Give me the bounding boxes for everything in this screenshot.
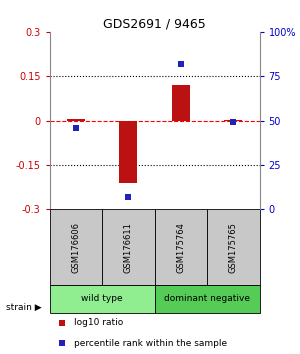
Title: GDS2691 / 9465: GDS2691 / 9465	[103, 18, 206, 31]
Point	[126, 194, 131, 200]
Point	[178, 61, 183, 67]
Bar	[50, 209, 102, 285]
Text: GSM176606: GSM176606	[71, 222, 80, 273]
Text: wild type: wild type	[81, 295, 123, 303]
Point	[231, 120, 236, 125]
Point	[60, 320, 64, 325]
Bar	[224, 120, 242, 121]
Text: GSM175764: GSM175764	[176, 222, 185, 273]
Point	[60, 340, 64, 346]
Bar	[154, 209, 207, 285]
Text: GSM176611: GSM176611	[124, 222, 133, 273]
Bar	[50, 285, 154, 313]
Bar	[172, 85, 190, 121]
Text: dominant negative: dominant negative	[164, 295, 250, 303]
Bar	[67, 119, 85, 121]
Text: GSM175765: GSM175765	[229, 222, 238, 273]
Bar	[154, 285, 260, 313]
Text: strain ▶: strain ▶	[6, 302, 42, 312]
Text: log10 ratio: log10 ratio	[74, 318, 123, 327]
Text: percentile rank within the sample: percentile rank within the sample	[74, 338, 227, 348]
Bar	[119, 121, 137, 183]
Bar	[102, 209, 154, 285]
Bar	[207, 209, 260, 285]
Point	[73, 125, 78, 131]
